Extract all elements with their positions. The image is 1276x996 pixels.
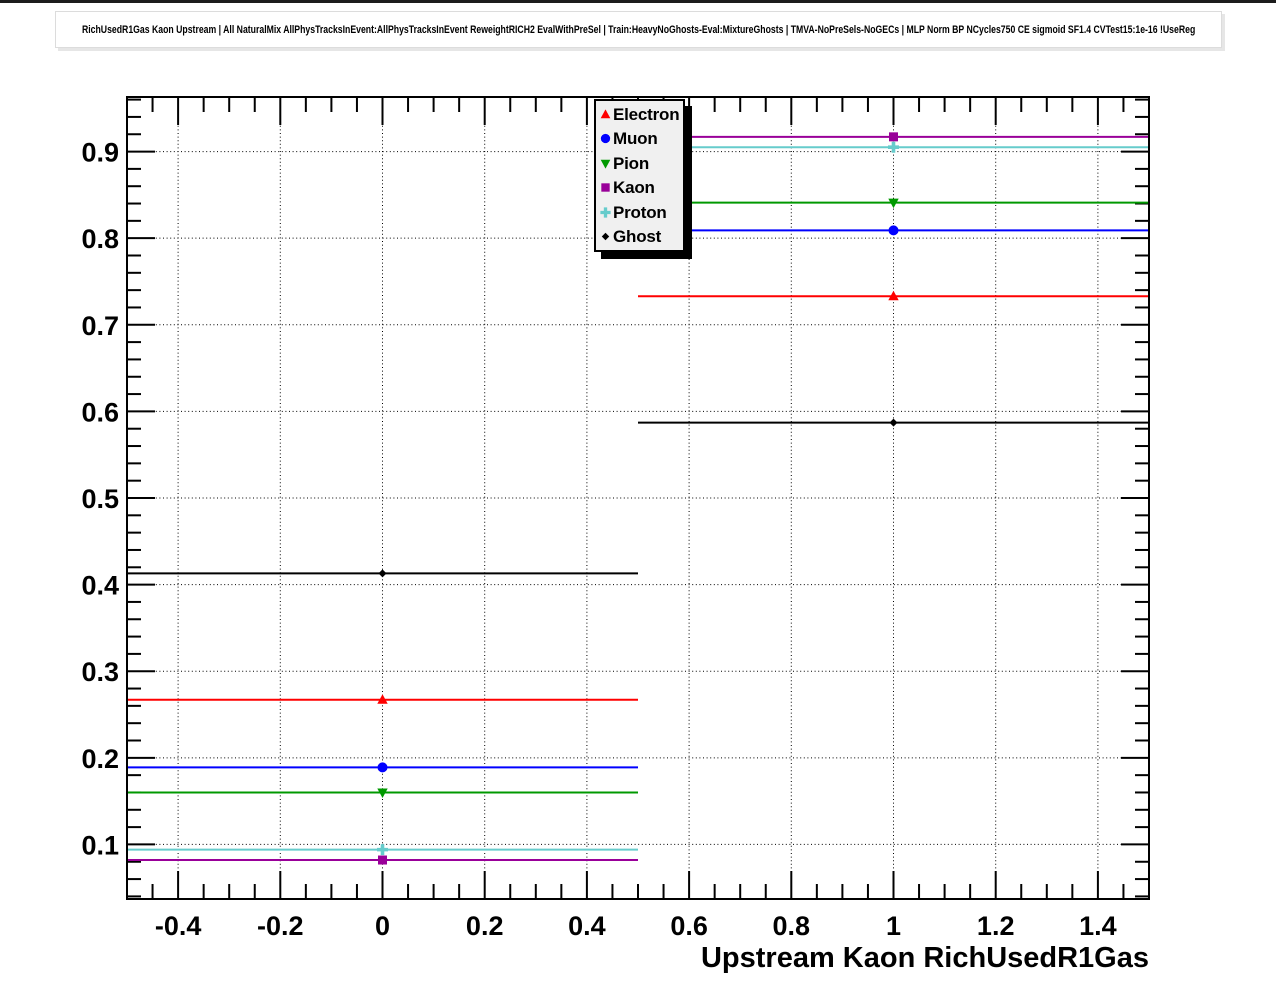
legend-entry: Pion — [599, 151, 683, 175]
legend-entry: Proton — [599, 200, 683, 224]
y-axis-ticks — [127, 98, 1149, 898]
series-proton — [127, 141, 1149, 856]
kaon-marker-icon — [378, 855, 387, 865]
x-tick-labels: -0.4 -0.2 0 0.2 0.4 0.6 0.8 1 1.2 1.4 — [155, 911, 1117, 941]
pion-marker-icon — [377, 788, 388, 798]
legend-marker-proton-icon — [600, 207, 611, 218]
y-tick-label: 0.3 — [81, 657, 119, 687]
legend-marker-electron-icon — [600, 109, 611, 118]
title-pave: RichUsedR1Gas Kaon Upstream | All Natura… — [55, 11, 1222, 48]
legend-label: Ghost — [613, 227, 662, 247]
legend-label: Muon — [613, 129, 658, 149]
legend-marker-ghost-icon — [601, 233, 610, 241]
x-tick-label: 0.4 — [568, 911, 606, 941]
legend-label: Proton — [613, 202, 667, 222]
pion-marker-icon — [888, 198, 899, 209]
x-tick-label: 0.8 — [773, 911, 811, 941]
legend-entry: Muon — [599, 127, 683, 151]
y-tick-labels: 0.1 0.2 0.3 0.4 0.5 0.6 0.7 0.8 0.9 — [81, 138, 119, 861]
electron-marker-icon — [377, 694, 388, 704]
muon-marker-icon — [888, 225, 899, 236]
legend-entry: Ghost — [599, 225, 683, 249]
y-tick-label: 0.1 — [81, 830, 119, 860]
x-tick-label: -0.4 — [155, 911, 202, 941]
legend-marker-kaon-icon — [601, 183, 610, 192]
legend: Electron Muon Pion Kaon Proton Ghost — [594, 99, 685, 252]
y-tick-label: 0.4 — [81, 571, 119, 601]
x-axis-ticks — [151, 97, 1125, 899]
y-tick-label: 0.2 — [81, 744, 119, 774]
x-tick-label: 1.4 — [1079, 911, 1117, 941]
proton-marker-icon — [888, 141, 899, 153]
x-tick-label: 1 — [886, 911, 901, 941]
plot-title: RichUsedR1Gas Kaon Upstream | All Natura… — [81, 23, 1196, 36]
x-tick-label: -0.2 — [257, 911, 304, 941]
series-electron — [127, 290, 1149, 704]
muon-marker-icon — [377, 762, 388, 773]
y-tick-label: 0.9 — [81, 138, 119, 168]
x-axis-title: Upstream Kaon RichUsedR1Gas — [700, 942, 1149, 974]
electron-marker-icon — [888, 290, 899, 301]
series-kaon — [127, 132, 1149, 865]
ghost-marker-icon — [889, 418, 898, 427]
kaon-marker-icon — [889, 132, 898, 142]
ghost-marker-icon — [378, 569, 387, 578]
x-tick-label: 1.2 — [977, 911, 1015, 941]
y-tick-label: 0.8 — [81, 224, 119, 254]
proton-marker-icon — [377, 844, 388, 856]
legend-marker-muon-icon — [600, 134, 611, 144]
plot-frame — [126, 96, 1150, 900]
x-tick-label: 0.6 — [670, 911, 708, 941]
legend-marker-pion-icon — [600, 159, 611, 169]
y-tick-label: 0.6 — [81, 397, 119, 427]
legend-label: Pion — [613, 153, 650, 173]
legend-label: Kaon — [613, 178, 655, 198]
x-tick-label: 0 — [375, 911, 390, 941]
series-ghost — [127, 418, 1149, 578]
canvas-top-edge — [0, 0, 1276, 3]
legend-entry: Kaon — [599, 176, 683, 200]
legend-label: Electron — [613, 104, 680, 124]
series-pion — [127, 198, 1149, 798]
x-tick-label: 0.2 — [466, 911, 504, 941]
y-tick-label: 0.5 — [81, 484, 119, 514]
y-tick-label: 0.7 — [81, 311, 119, 341]
legend-entry: Electron — [599, 102, 683, 126]
series-muon — [127, 225, 1149, 773]
